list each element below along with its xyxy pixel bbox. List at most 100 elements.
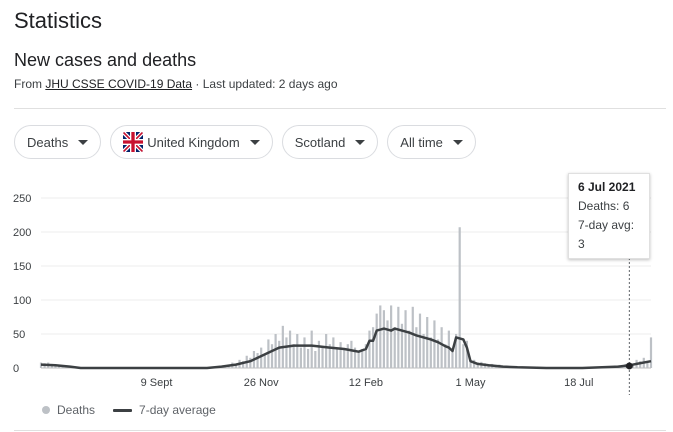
time-range-dropdown[interactable]: All time [387, 125, 476, 159]
death-bar [310, 330, 313, 368]
death-bar [249, 357, 252, 368]
last-updated: · Last updated: 2 days ago [195, 77, 338, 91]
death-bar [447, 330, 450, 368]
caret-down-icon [249, 139, 260, 145]
deaths-chart[interactable]: 0 50 100 150 200 250 9 Sept 26 Nov 12 Feb 1 May 1… [0, 170, 673, 400]
caret-down-icon [452, 139, 463, 145]
y-tick-label: 250 [13, 193, 31, 205]
chart-legend: Deaths 7-day average [42, 403, 216, 417]
death-bar [339, 342, 342, 368]
death-bar [328, 344, 331, 368]
death-bar [335, 347, 339, 368]
death-bar [426, 317, 429, 368]
death-bar [433, 320, 436, 368]
legend-average-swatch [113, 408, 133, 412]
tooltip-date: 6 Jul 2021 [578, 180, 636, 194]
section-title: New cases and deaths [14, 50, 197, 70]
death-bar [307, 348, 310, 368]
death-bar [476, 362, 479, 368]
death-bar [451, 351, 454, 368]
x-tick-label: 1 May [456, 377, 486, 389]
death-bar [469, 361, 472, 368]
x-tick-label: 18 Jul [564, 377, 593, 389]
death-bar [368, 330, 371, 368]
death-bar [346, 344, 349, 368]
death-bar [364, 344, 367, 368]
death-bar [350, 340, 353, 368]
death-bar [242, 361, 245, 368]
death-bar [462, 344, 465, 368]
y-tick-label: 200 [13, 227, 31, 239]
death-bar [390, 305, 393, 368]
death-bar [296, 334, 299, 368]
death-bar [270, 344, 274, 368]
death-bar [317, 340, 321, 368]
death-bar [444, 344, 447, 368]
death-bar [321, 347, 324, 368]
death-bar [299, 347, 302, 368]
death-bar [454, 334, 458, 368]
y-tick-label: 150 [13, 261, 31, 273]
tooltip-deaths: Deaths: 6 [578, 199, 630, 213]
y-tick-label: 0 [13, 363, 19, 375]
death-bar [631, 364, 635, 368]
source-line: From JHU CSSE COVID-19 Data · Last updat… [14, 77, 338, 91]
death-bar [292, 344, 295, 368]
death-bar [649, 337, 653, 368]
source-prefix: From [14, 77, 42, 91]
death-bar [263, 354, 266, 368]
death-bar [411, 306, 414, 368]
death-bar [386, 320, 389, 368]
death-bar [357, 351, 360, 368]
y-tick-label: 50 [13, 329, 25, 341]
hover-point [625, 362, 633, 370]
death-bar [274, 334, 277, 368]
death-bar [408, 330, 411, 368]
metric-label: Deaths [27, 134, 69, 150]
metric-dropdown[interactable]: Deaths [14, 125, 102, 159]
x-tick-label: 12 Feb [349, 377, 383, 389]
death-bar [458, 227, 461, 368]
death-bar [639, 361, 642, 368]
uk-flag-icon [123, 132, 144, 152]
death-bar [429, 337, 432, 368]
country-dropdown[interactable]: United Kingdom [110, 125, 273, 159]
region-dropdown[interactable]: Scotland [281, 125, 379, 159]
legend-average-label: 7-day average [139, 403, 216, 417]
legend-deaths-label: Deaths [57, 403, 96, 417]
page-title: Statistics [14, 8, 103, 33]
bottom-divider [14, 430, 666, 431]
death-bar [375, 313, 378, 368]
death-bar [393, 327, 396, 368]
death-bar [278, 340, 281, 368]
chart-tooltip: 6 Jul 2021 Deaths: 6 7-day avg: 3 [568, 173, 650, 259]
death-bar [256, 353, 259, 368]
death-bar [440, 327, 443, 368]
seven-day-average-line [40, 327, 652, 370]
death-bar [314, 351, 317, 368]
time-range-label: All time [400, 134, 443, 150]
death-bar [371, 327, 375, 368]
death-bar [234, 363, 238, 368]
death-bar [361, 348, 364, 368]
death-bar [260, 347, 263, 368]
top-divider [14, 108, 666, 109]
death-bar [303, 337, 306, 368]
death-bar [646, 362, 649, 368]
x-tick-label: 26 Nov [244, 377, 279, 389]
filter-bar: Deaths United Kingdom Scotland All time [14, 125, 476, 159]
death-bar [343, 348, 346, 368]
death-bar [288, 330, 292, 368]
source-link[interactable]: JHU CSSE COVID-19 Data [45, 77, 193, 91]
death-bar [400, 323, 404, 368]
country-label: United Kingdom [147, 134, 240, 150]
death-bar [379, 305, 382, 368]
region-label: Scotland [294, 134, 346, 150]
death-bar [397, 306, 400, 368]
death-bar [353, 347, 357, 368]
death-bar [285, 337, 288, 368]
death-bar [422, 334, 425, 368]
death-bar [382, 310, 385, 368]
x-tick-label: 9 Sept [141, 377, 173, 389]
death-bar [325, 334, 328, 368]
